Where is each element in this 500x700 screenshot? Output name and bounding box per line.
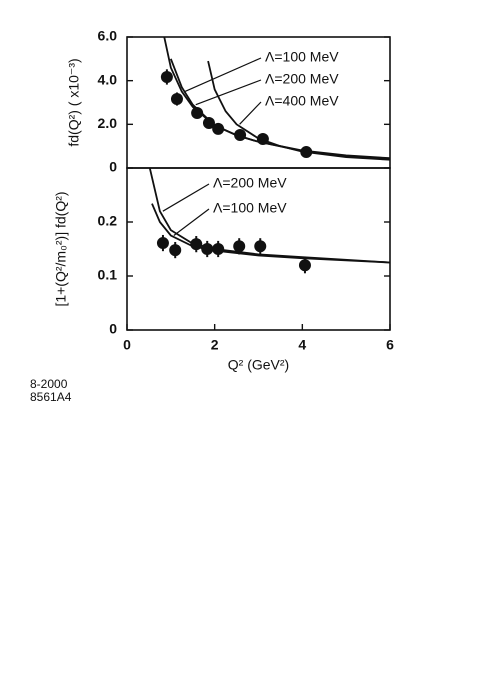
- curve-label: Λ=200 MeV: [213, 175, 287, 191]
- data-point: [160, 70, 173, 83]
- data-point: [233, 240, 246, 253]
- y-tick-label: 6.0: [98, 28, 118, 44]
- data-point: [191, 106, 204, 119]
- data-point: [190, 238, 203, 251]
- label-arrow: [184, 57, 262, 93]
- x-tick-label: 2: [211, 337, 219, 353]
- x-tick-label: 4: [298, 337, 306, 353]
- curve-label: Λ=200 MeV: [265, 71, 339, 87]
- y-axis-label: [1+(Q²/m₀²)] fd(Q²): [53, 191, 69, 306]
- y-tick-label: 0.2: [98, 213, 118, 229]
- data-point: [256, 132, 269, 145]
- data-point: [300, 146, 313, 159]
- data-point: [234, 129, 247, 142]
- label-arrow: [195, 79, 262, 106]
- data-point: [201, 243, 214, 255]
- y-tick-label: 2.0: [98, 115, 118, 131]
- data-point: [202, 117, 215, 130]
- label-arrow: [173, 208, 210, 236]
- curve-label: Λ=100 MeV: [265, 49, 339, 65]
- data-point: [156, 237, 169, 250]
- y-tick-label: 0: [109, 159, 117, 175]
- x-axis-label: Q² (GeV²): [228, 357, 289, 373]
- x-tick-label: 6: [386, 337, 394, 353]
- label-arrow: [239, 101, 262, 125]
- curve-label: Λ=400 MeV: [265, 93, 339, 109]
- data-point: [170, 93, 183, 106]
- data-point: [298, 259, 311, 272]
- data-point: [169, 244, 182, 257]
- data-point: [212, 243, 225, 255]
- label-arrow: [162, 183, 210, 212]
- figure-note: 8561A4: [30, 390, 72, 404]
- y-tick-label: 4.0: [98, 71, 118, 87]
- y-axis-label: fd(Q²) ( x10⁻³): [66, 58, 82, 146]
- y-tick-label: 0: [109, 321, 117, 337]
- data-point: [254, 240, 267, 253]
- plot-frame: [126, 167, 391, 331]
- x-tick-label: 0: [123, 337, 131, 353]
- data-point: [212, 122, 225, 135]
- figure-note: 8-2000: [30, 377, 68, 391]
- y-tick-label: 0.1: [98, 267, 118, 283]
- curve-label: Λ=100 MeV: [213, 200, 287, 216]
